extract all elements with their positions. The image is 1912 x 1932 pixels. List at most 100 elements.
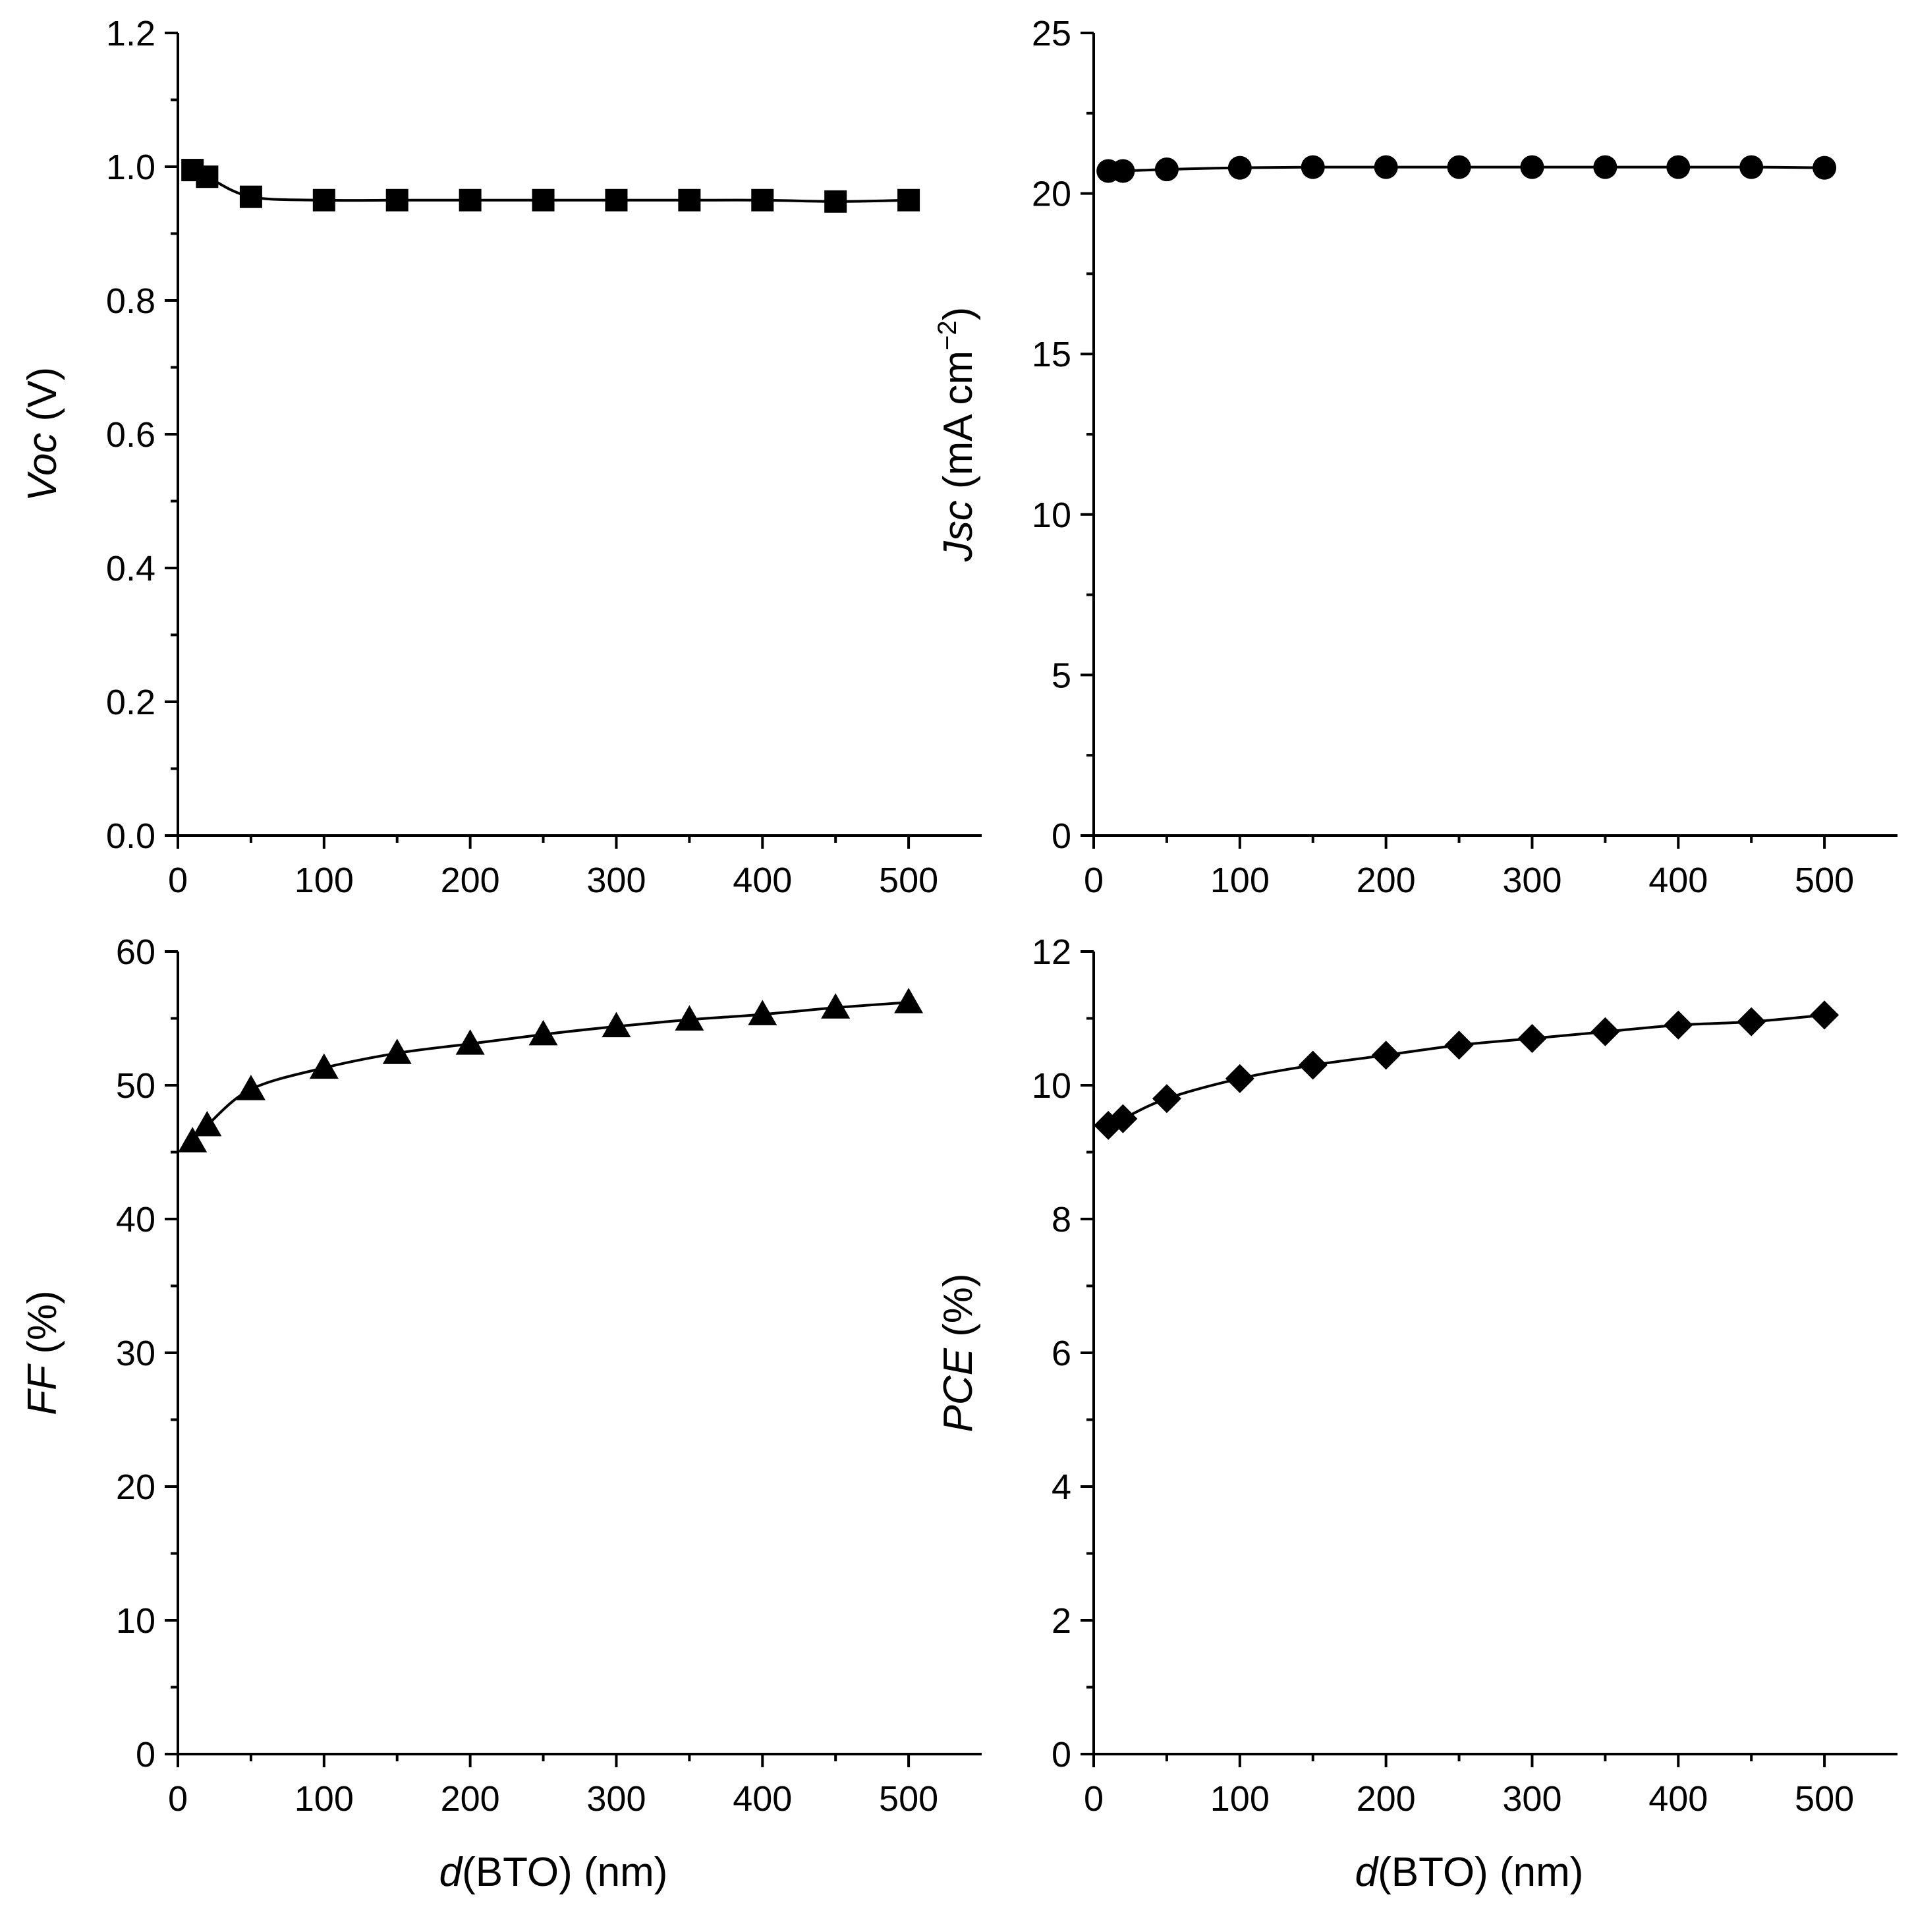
pce-x-tick-label: 300 xyxy=(1502,1779,1561,1819)
voc-x-tick-label: 100 xyxy=(295,861,354,900)
pce-marker-diamond-5 xyxy=(1371,1040,1401,1070)
pce-marker-diamond-9 xyxy=(1664,1010,1693,1040)
jsc-marker-circle-9 xyxy=(1666,155,1691,179)
pce-x-tick-label: 100 xyxy=(1210,1779,1270,1819)
ff-x-tick-label: 0 xyxy=(168,1779,188,1819)
voc-marker-square-5 xyxy=(459,188,482,212)
panel-ff: 0 10 20 30 40 50 60 0 100 200 300 400 500 FF (%) d(BTO… xyxy=(20,932,982,1895)
pce-y-tick-label: 0 xyxy=(1052,1735,1071,1775)
ff-y-tick-label: 10 xyxy=(116,1601,155,1641)
jsc-y-axis-title-italic: Jsc xyxy=(936,500,981,562)
voc-y-tick-label: 0.0 xyxy=(106,816,155,856)
pce-marker-diamond-6 xyxy=(1444,1031,1474,1060)
voc-x-tick-label: 300 xyxy=(586,861,646,900)
ff-x-tick-label: 100 xyxy=(295,1779,354,1819)
ff-y-axis-title-italic: FF xyxy=(20,1363,65,1415)
ff-x-tick-label: 300 xyxy=(586,1779,646,1819)
voc-x-tick-label: 200 xyxy=(441,861,500,900)
pce-y-tick-label: 2 xyxy=(1052,1601,1071,1641)
ff-marker-triangle-7 xyxy=(602,1011,631,1038)
ff-y-tick-label: 60 xyxy=(116,932,155,972)
ff-marker-triangle-4 xyxy=(382,1038,412,1064)
ff-marker-triangle-6 xyxy=(528,1019,558,1046)
pce-y-tick-label: 4 xyxy=(1052,1467,1071,1507)
panel-pce: 0 2 4 6 8 10 12 0 100 200 300 400 500 PCE (%) d(BTO) (… xyxy=(936,932,1898,1895)
ff-x-tick-label: 200 xyxy=(441,1779,500,1819)
jsc-x-tick-label: 200 xyxy=(1357,861,1416,900)
voc-y-axis-title-rest: (V) xyxy=(20,367,65,433)
jsc-x-tick-label: 0 xyxy=(1084,861,1104,900)
pce-marker-diamond-7 xyxy=(1517,1023,1547,1053)
pce-x-axis-title-italic: d xyxy=(1355,1850,1380,1895)
voc-y-tick-label: 0.2 xyxy=(106,683,155,722)
pce-x-tick-label: 400 xyxy=(1648,1779,1708,1819)
voc-marker-square-7 xyxy=(605,188,628,212)
pce-y-tick-label: 6 xyxy=(1052,1334,1071,1373)
ff-x-axis-title: d(BTO) (nm) xyxy=(439,1850,668,1895)
ff-y-tick-label: 20 xyxy=(116,1467,155,1507)
ff-marker-triangle-5 xyxy=(455,1029,485,1055)
ff-marker-triangle-0 xyxy=(178,1127,208,1152)
voc-marker-square-3 xyxy=(312,188,335,212)
voc-marker-square-11 xyxy=(897,188,920,212)
jsc-marker-circle-1 xyxy=(1111,159,1135,183)
panel-jsc: 0 5 10 15 20 25 0 100 200 300 400 500 Jsc (mA cm−2) xyxy=(933,14,1898,900)
pce-marker-diamond-4 xyxy=(1298,1050,1328,1080)
jsc-y-tick-label: 15 xyxy=(1032,335,1071,374)
ff-x-axis-title-rest: (BTO) (nm) xyxy=(462,1850,667,1895)
voc-y-tick-label: 0.6 xyxy=(106,415,155,455)
jsc-x-tick-label: 400 xyxy=(1648,861,1708,900)
pce-y-axis-title-rest: (%) xyxy=(936,1273,981,1348)
voc-x-tick-label: 400 xyxy=(733,861,792,900)
jsc-y-axis-title-sup: −2 xyxy=(933,320,962,351)
jsc-marker-circle-3 xyxy=(1227,156,1252,180)
pce-x-tick-label: 0 xyxy=(1084,1779,1104,1819)
pce-marker-diamond-2 xyxy=(1152,1084,1181,1114)
pce-marker-diamond-11 xyxy=(1810,1000,1840,1030)
ff-marker-triangle-11 xyxy=(894,988,924,1013)
ff-series-line xyxy=(191,1001,909,1143)
jsc-y-axis-title-rest: (mA cm xyxy=(936,351,981,500)
ff-x-axis-title-italic: d xyxy=(439,1850,464,1895)
pce-x-axis-title: d(BTO) (nm) xyxy=(1355,1850,1584,1895)
jsc-x-tick-label: 100 xyxy=(1210,861,1270,900)
voc-marker-square-1 xyxy=(196,165,219,188)
ff-marker-triangle-3 xyxy=(309,1053,339,1079)
ff-marker-triangle-10 xyxy=(821,993,851,1019)
ff-marker-triangle-1 xyxy=(192,1110,222,1137)
voc-x-tick-label: 0 xyxy=(168,861,188,900)
pce-y-tick-label: 12 xyxy=(1032,932,1071,972)
jsc-marker-circle-10 xyxy=(1739,155,1764,179)
ff-x-tick-label: 500 xyxy=(879,1779,938,1819)
voc-x-tick-label: 500 xyxy=(879,861,938,900)
jsc-marker-circle-7 xyxy=(1520,155,1544,179)
voc-marker-square-4 xyxy=(385,188,408,212)
pce-y-tick-label: 10 xyxy=(1032,1066,1071,1106)
pce-x-axis-title-rest: (BTO) (nm) xyxy=(1378,1850,1583,1895)
jsc-x-tick-label: 500 xyxy=(1795,861,1854,900)
jsc-marker-circle-8 xyxy=(1593,155,1617,179)
jsc-y-tick-label: 5 xyxy=(1052,656,1071,695)
pce-marker-diamond-1 xyxy=(1108,1104,1138,1133)
jsc-y-tick-label: 20 xyxy=(1032,175,1071,214)
pce-y-tick-label: 8 xyxy=(1052,1200,1071,1239)
pce-y-axis-title: PCE (%) xyxy=(936,1273,981,1432)
voc-marker-square-6 xyxy=(532,188,555,212)
ff-y-axis-title: FF (%) xyxy=(20,1290,65,1415)
ff-marker-triangle-2 xyxy=(236,1075,266,1100)
jsc-y-tick-label: 0 xyxy=(1052,816,1071,856)
voc-y-tick-label: 0.4 xyxy=(106,549,155,588)
jsc-y-tick-label: 25 xyxy=(1032,14,1071,53)
voc-marker-square-10 xyxy=(824,190,847,213)
jsc-marker-circle-4 xyxy=(1301,155,1325,179)
voc-y-tick-label: 0.8 xyxy=(106,281,155,321)
pce-marker-diamond-8 xyxy=(1590,1017,1620,1046)
ff-marker-triangle-9 xyxy=(748,1000,777,1025)
voc-marker-square-8 xyxy=(678,188,701,212)
jsc-y-axis-title-close: ) xyxy=(936,307,981,321)
voc-marker-square-2 xyxy=(239,185,262,208)
pce-x-tick-label: 500 xyxy=(1795,1779,1854,1819)
voc-y-tick-label: 1.0 xyxy=(106,148,155,187)
voc-y-axis-title-italic: Voc xyxy=(20,433,65,502)
